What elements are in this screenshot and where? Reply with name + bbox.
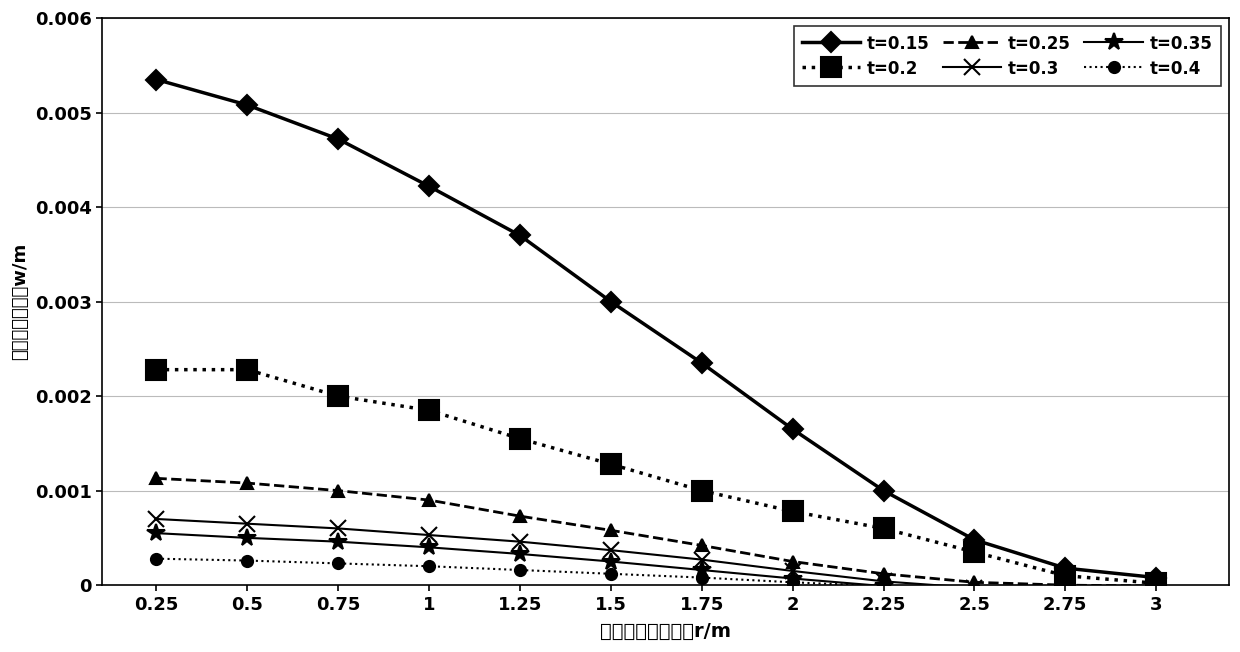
t=0.15 xyxy=(694,359,709,367)
t=0.4 xyxy=(422,562,436,570)
t=0.35 xyxy=(512,550,527,558)
t=0.35 xyxy=(604,557,619,565)
t=0.3 xyxy=(239,520,254,527)
t=0.15 xyxy=(785,425,800,433)
t=0.4 xyxy=(1058,586,1073,594)
t=0.25 xyxy=(604,526,619,534)
t=0.2 xyxy=(422,406,436,414)
t=0.35 xyxy=(1058,589,1073,597)
t=0.2 xyxy=(967,548,982,556)
t=0.2 xyxy=(149,366,164,374)
t=0.35 xyxy=(1148,589,1163,597)
t=0.2 xyxy=(694,487,709,495)
t=0.15 xyxy=(1148,574,1163,582)
t=0.3 xyxy=(967,584,982,592)
t=0.35 xyxy=(331,538,346,546)
t=0.3 xyxy=(604,546,619,554)
t=0.2 xyxy=(1058,572,1073,580)
t=0.2 xyxy=(239,366,254,374)
Line: t=0.2: t=0.2 xyxy=(146,360,1166,593)
Line: t=0.15: t=0.15 xyxy=(150,72,1163,585)
t=0.4 xyxy=(604,570,619,578)
t=0.15 xyxy=(422,183,436,190)
t=0.2 xyxy=(877,524,892,532)
t=0.4 xyxy=(967,585,982,593)
Line: t=0.3: t=0.3 xyxy=(149,511,1164,597)
t=0.15 xyxy=(877,487,892,495)
t=0.35 xyxy=(149,529,164,537)
t=0.15 xyxy=(1058,564,1073,572)
t=0.4 xyxy=(239,557,254,565)
t=0.25 xyxy=(331,487,346,495)
t=0.35 xyxy=(422,543,436,551)
Line: t=0.35: t=0.35 xyxy=(148,524,1166,602)
t=0.25 xyxy=(1148,582,1163,590)
t=0.4 xyxy=(694,574,709,582)
t=0.25 xyxy=(422,496,436,504)
t=0.3 xyxy=(331,524,346,532)
t=0.3 xyxy=(149,515,164,523)
Line: t=0.4: t=0.4 xyxy=(151,553,1162,595)
t=0.4 xyxy=(1148,586,1163,594)
t=0.4 xyxy=(149,555,164,563)
t=0.35 xyxy=(967,588,982,596)
Legend: t=0.15, t=0.2, t=0.25, t=0.3, t=0.35, t=0.4: t=0.15, t=0.2, t=0.25, t=0.3, t=0.35, t=… xyxy=(794,27,1220,86)
t=0.25 xyxy=(967,578,982,586)
Line: t=0.25: t=0.25 xyxy=(150,472,1162,592)
t=0.25 xyxy=(239,479,254,487)
t=0.3 xyxy=(512,538,527,546)
t=0.35 xyxy=(785,574,800,582)
t=0.15 xyxy=(967,536,982,544)
Y-axis label: 刀盘横向捆度值w/m: 刀盘横向捆度值w/m xyxy=(11,243,29,361)
t=0.25 xyxy=(694,542,709,550)
t=0.3 xyxy=(785,567,800,575)
t=0.4 xyxy=(512,566,527,574)
t=0.2 xyxy=(604,460,619,468)
t=0.4 xyxy=(877,582,892,590)
t=0.35 xyxy=(694,566,709,574)
t=0.2 xyxy=(1148,580,1163,587)
t=0.3 xyxy=(422,531,436,539)
X-axis label: 距离刀盘轴线距高r/m: 距离刀盘轴线距高r/m xyxy=(600,622,730,641)
t=0.4 xyxy=(331,559,346,567)
t=0.15 xyxy=(331,135,346,143)
t=0.2 xyxy=(331,393,346,400)
t=0.25 xyxy=(877,570,892,578)
t=0.25 xyxy=(785,557,800,565)
t=0.3 xyxy=(694,556,709,563)
t=0.15 xyxy=(239,101,254,109)
t=0.25 xyxy=(512,512,527,520)
t=0.25 xyxy=(149,475,164,482)
t=0.35 xyxy=(239,534,254,542)
t=0.3 xyxy=(1148,586,1163,594)
t=0.15 xyxy=(604,298,619,306)
t=0.15 xyxy=(512,231,527,239)
t=0.3 xyxy=(877,578,892,585)
t=0.2 xyxy=(785,507,800,515)
t=0.3 xyxy=(1058,586,1073,594)
t=0.25 xyxy=(1058,581,1073,589)
t=0.35 xyxy=(877,582,892,590)
t=0.2 xyxy=(512,435,527,443)
t=0.4 xyxy=(785,578,800,586)
t=0.15 xyxy=(149,76,164,83)
